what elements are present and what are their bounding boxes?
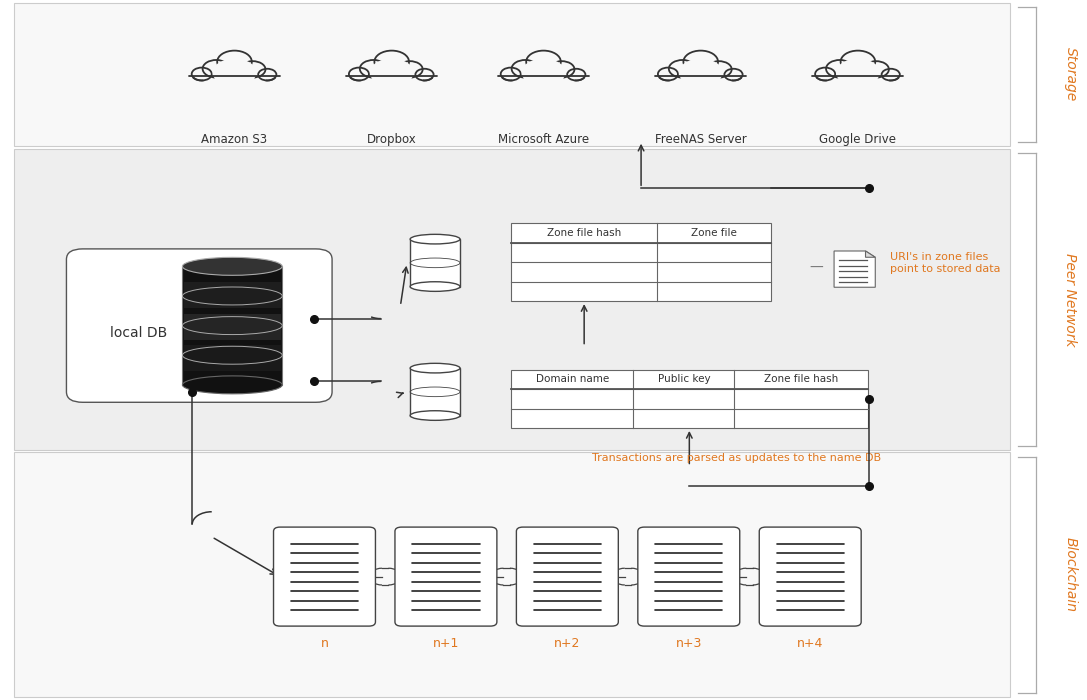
Circle shape	[549, 61, 574, 78]
Circle shape	[370, 59, 413, 87]
Text: URI's in zone files
point to stored data: URI's in zone files point to stored data	[890, 252, 1001, 274]
Circle shape	[360, 60, 387, 78]
Text: Storage: Storage	[1063, 48, 1077, 102]
Ellipse shape	[183, 376, 283, 394]
Bar	[14, 452, 1010, 697]
Text: local DB: local DB	[110, 326, 167, 340]
Bar	[183, 266, 283, 385]
Circle shape	[240, 61, 265, 78]
Circle shape	[658, 68, 678, 80]
Circle shape	[826, 60, 853, 78]
Text: Microsoft Azure: Microsoft Azure	[498, 132, 589, 146]
FancyBboxPatch shape	[759, 527, 861, 626]
Text: Blockchain: Blockchain	[1063, 538, 1077, 612]
Circle shape	[836, 59, 879, 87]
Text: Domain name: Domain name	[536, 374, 609, 384]
Text: —: —	[810, 260, 824, 274]
Text: Peer Network: Peer Network	[1063, 253, 1077, 346]
Bar	[511, 370, 867, 428]
Text: n+3: n+3	[676, 637, 702, 650]
Text: Google Drive: Google Drive	[820, 132, 897, 146]
Circle shape	[512, 60, 539, 78]
Circle shape	[669, 60, 696, 78]
Text: Amazon S3: Amazon S3	[201, 132, 267, 146]
Circle shape	[213, 59, 257, 87]
Polygon shape	[865, 251, 875, 258]
Text: Zone file: Zone file	[691, 228, 737, 238]
Circle shape	[707, 61, 732, 78]
FancyBboxPatch shape	[274, 527, 375, 626]
Bar	[410, 239, 460, 286]
Circle shape	[684, 50, 719, 73]
Ellipse shape	[183, 258, 283, 275]
FancyBboxPatch shape	[395, 527, 497, 626]
Text: n: n	[321, 637, 328, 650]
Circle shape	[415, 69, 434, 81]
Bar	[184, 281, 282, 308]
Circle shape	[213, 59, 257, 87]
Circle shape	[724, 69, 742, 81]
Text: FreeNAS Server: FreeNAS Server	[654, 132, 747, 146]
Circle shape	[191, 68, 212, 80]
Ellipse shape	[410, 234, 460, 244]
Text: n+1: n+1	[433, 637, 459, 650]
Bar	[184, 314, 282, 340]
Text: Public key: Public key	[658, 374, 710, 384]
Bar	[410, 368, 460, 416]
Text: Transactions are parsed as updates to the name DB: Transactions are parsed as updates to th…	[592, 453, 882, 463]
Circle shape	[679, 59, 723, 87]
FancyBboxPatch shape	[638, 527, 740, 626]
Bar	[14, 149, 1010, 449]
Text: Zone file hash: Zone file hash	[764, 374, 838, 384]
Circle shape	[840, 50, 875, 73]
Circle shape	[374, 50, 409, 73]
Circle shape	[501, 68, 521, 80]
Text: n+2: n+2	[554, 637, 580, 650]
Bar	[184, 344, 282, 370]
Circle shape	[526, 50, 561, 73]
Circle shape	[863, 61, 889, 78]
Text: n+4: n+4	[797, 637, 824, 650]
Circle shape	[349, 68, 368, 80]
Bar	[511, 223, 771, 301]
Circle shape	[202, 60, 230, 78]
Circle shape	[815, 68, 835, 80]
FancyBboxPatch shape	[66, 249, 332, 402]
Text: Zone file hash: Zone file hash	[547, 228, 622, 238]
FancyBboxPatch shape	[516, 527, 619, 626]
Circle shape	[882, 69, 900, 81]
Circle shape	[217, 50, 252, 73]
Polygon shape	[834, 251, 875, 287]
Circle shape	[397, 61, 423, 78]
Ellipse shape	[410, 281, 460, 291]
Text: Dropbox: Dropbox	[366, 132, 416, 146]
Ellipse shape	[410, 411, 460, 420]
Bar	[14, 3, 1010, 146]
Circle shape	[836, 59, 879, 87]
Circle shape	[522, 59, 565, 87]
Circle shape	[259, 69, 276, 81]
Circle shape	[567, 69, 586, 81]
Circle shape	[370, 59, 413, 87]
Circle shape	[522, 59, 565, 87]
Circle shape	[679, 59, 723, 87]
Ellipse shape	[410, 363, 460, 373]
